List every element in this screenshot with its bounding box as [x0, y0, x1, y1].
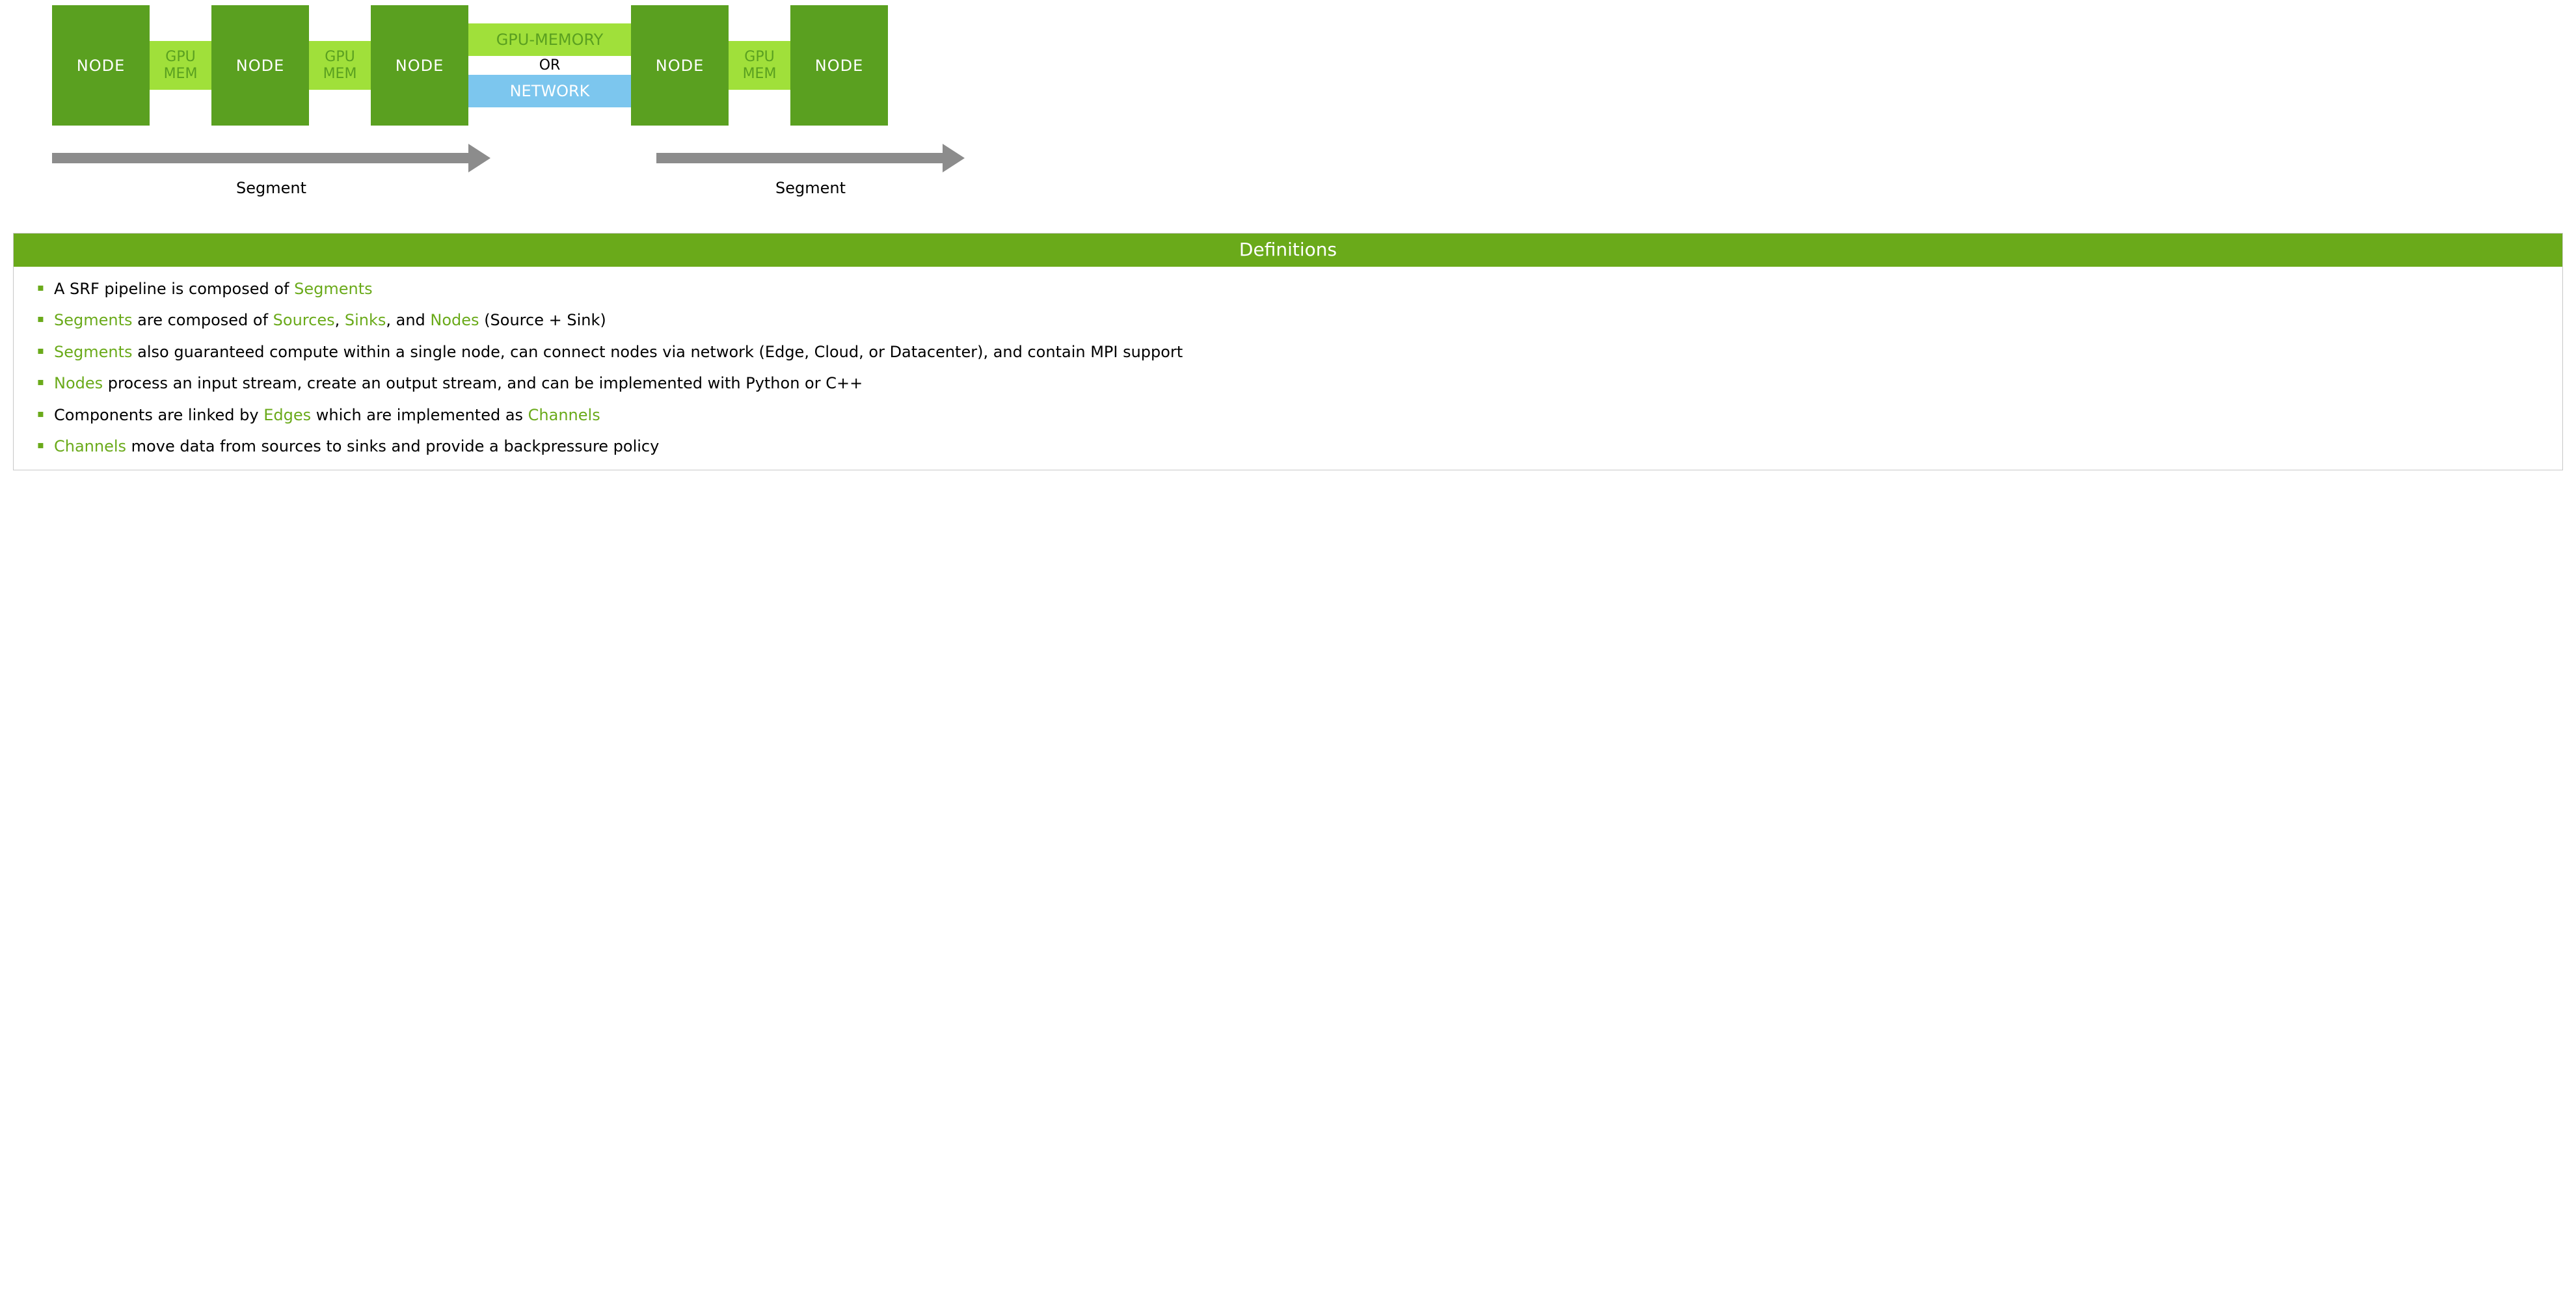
segment-2-arrow-icon: [656, 144, 965, 172]
segment-2-group: Segment: [656, 144, 965, 197]
node-box-4: NODE: [631, 5, 729, 126]
gpu-mem-line2: MEM: [164, 66, 198, 82]
definition-item-1: Segments are composed of Sources, Sinks,…: [37, 310, 2544, 330]
definition-item-2: Segments also guaranteed compute within …: [37, 342, 2544, 362]
definition-item-3: Nodes process an input stream, create an…: [37, 373, 2544, 394]
segment-1-arrow-icon: [52, 144, 490, 172]
gpu-mem-box-1: GPU MEM: [150, 41, 211, 90]
middle-connector: GPU-MEMORY OR NETWORK: [468, 23, 631, 107]
node-box-5: NODE: [790, 5, 888, 126]
segment-1-group: Segment: [52, 144, 490, 197]
gpu-mem-line1: GPU: [165, 49, 195, 65]
gpu-memory-wide-box: GPU-MEMORY: [468, 23, 631, 56]
gpu-mem-line2: MEM: [743, 66, 777, 82]
or-label: OR: [539, 57, 561, 74]
definitions-title: Definitions: [14, 234, 2562, 267]
gpu-mem-line1: GPU: [744, 49, 774, 65]
gpu-mem-line1: GPU: [325, 49, 355, 65]
definition-item-5: Channels move data from sources to sinks…: [37, 436, 2544, 457]
gpu-mem-box-2: GPU MEM: [309, 41, 371, 90]
segment-1-label: Segment: [236, 179, 306, 197]
node-box-3: NODE: [371, 5, 468, 126]
network-box: NETWORK: [468, 75, 631, 107]
node-box-1: NODE: [52, 5, 150, 126]
definitions-panel: Definitions A SRF pipeline is composed o…: [13, 233, 2563, 470]
segment-arrows-row: Segment Segment: [52, 144, 2563, 197]
definitions-list: A SRF pipeline is composed of Segments S…: [14, 267, 2562, 470]
definition-item-0: A SRF pipeline is composed of Segments: [37, 278, 2544, 299]
definition-item-4: Components are linked by Edges which are…: [37, 405, 2544, 425]
gpu-mem-line2: MEM: [323, 66, 357, 82]
pipeline-diagram: NODE GPU MEM NODE GPU MEM NODE GPU-MEMOR…: [52, 5, 2563, 126]
segment-2-label: Segment: [775, 179, 846, 197]
node-box-2: NODE: [211, 5, 309, 126]
gpu-mem-box-3: GPU MEM: [729, 41, 790, 90]
